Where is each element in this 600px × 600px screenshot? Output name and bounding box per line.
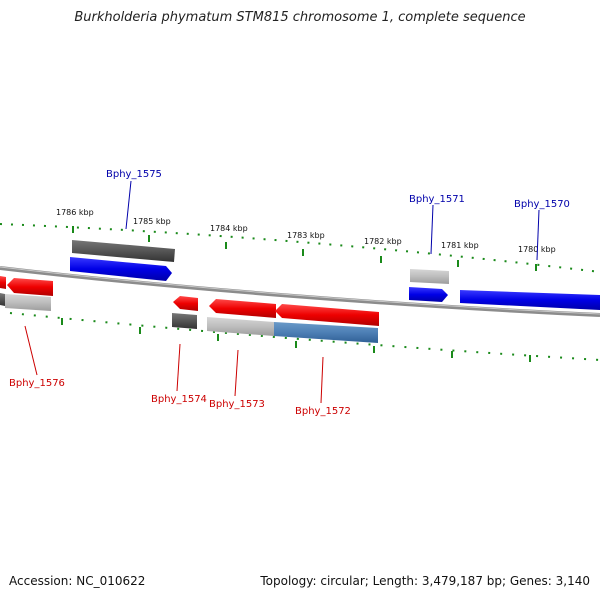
gene-label-bphy-1572[interactable]: Bphy_1572 bbox=[295, 406, 351, 417]
chromosome-backbone bbox=[0, 266, 600, 317]
gene-label-bphy-1573[interactable]: Bphy_1573 bbox=[209, 399, 265, 410]
gene-bar-dark-1575-region[interactable] bbox=[72, 240, 175, 262]
gene-labels: Bphy_1575 Bphy_1571 Bphy_1570 Bphy_1576 … bbox=[9, 169, 570, 417]
major-ticks bbox=[61, 226, 537, 362]
gene-arrow-bphy-1571[interactable] bbox=[409, 287, 448, 302]
gene-arrow-bphy-1575[interactable] bbox=[70, 257, 172, 281]
reverse-strand-features bbox=[0, 276, 379, 343]
gene-arrow-bphy-1576[interactable] bbox=[7, 278, 53, 296]
accession-text: Accession: NC_010622 bbox=[9, 574, 146, 588]
scale-label-1784: 1784 kbp bbox=[210, 224, 248, 233]
map-title: Burkholderia phymatum STM815 chromosome … bbox=[74, 10, 526, 25]
gene-bar-steel-1572-region[interactable] bbox=[274, 322, 378, 343]
upper-tick-track bbox=[0, 223, 600, 273]
scale-label-1783: 1783 kbp bbox=[287, 231, 325, 240]
forward-strand-features bbox=[70, 240, 600, 310]
gene-bar-light-1571-region[interactable] bbox=[410, 269, 449, 284]
gene-label-bphy-1570[interactable]: Bphy_1570 bbox=[514, 199, 570, 210]
gene-label-bphy-1576[interactable]: Bphy_1576 bbox=[9, 378, 65, 389]
scale-label-1786: 1786 kbp bbox=[56, 208, 94, 217]
gene-label-bphy-1574[interactable]: Bphy_1574 bbox=[151, 394, 207, 405]
genome-summary-text: Topology: circular; Length: 3,479,187 bp… bbox=[260, 574, 590, 588]
scale-label-1780: 1780 kbp bbox=[518, 245, 556, 254]
gene-arrow-bphy-1572[interactable] bbox=[275, 304, 379, 326]
gene-arrow-bphy-1574[interactable] bbox=[173, 296, 198, 311]
gene-bar-light-1576-region[interactable] bbox=[5, 294, 51, 311]
label-callouts bbox=[24, 180, 540, 404]
gene-bar-dark-1574-region[interactable] bbox=[172, 313, 197, 329]
scale-labels: 1786 kbp 1785 kbp 1784 kbp 1783 kbp 1782… bbox=[56, 208, 556, 254]
gene-arrow-bphy-1570[interactable] bbox=[460, 290, 600, 310]
scale-label-1781: 1781 kbp bbox=[441, 241, 479, 250]
gene-label-bphy-1571[interactable]: Bphy_1571 bbox=[409, 194, 465, 205]
gene-arrow-partial-left[interactable] bbox=[0, 276, 6, 289]
scale-label-1782: 1782 kbp bbox=[364, 237, 402, 246]
scale-label-1785: 1785 kbp bbox=[133, 217, 171, 226]
gene-bar-light-1573-region[interactable] bbox=[207, 317, 274, 336]
gene-label-bphy-1575[interactable]: Bphy_1575 bbox=[106, 169, 162, 180]
gene-bar-dark-left[interactable] bbox=[0, 293, 5, 306]
gene-arrow-bphy-1573[interactable] bbox=[209, 299, 276, 318]
